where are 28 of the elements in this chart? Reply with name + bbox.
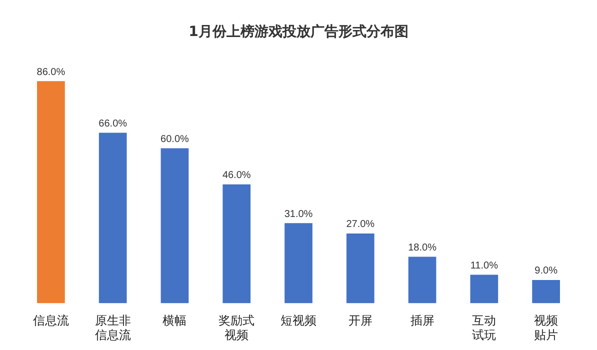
data-label: 11.0% bbox=[470, 260, 498, 272]
bar bbox=[160, 148, 189, 304]
bar bbox=[284, 223, 312, 304]
x-tick-label: 奖励式视频 bbox=[218, 314, 255, 342]
bar bbox=[470, 274, 498, 304]
bar bbox=[222, 184, 251, 304]
data-label: 66.0% bbox=[98, 118, 128, 130]
bar bbox=[408, 256, 436, 304]
data-label: 46.0% bbox=[222, 170, 251, 182]
x-tick-label: 开屏 bbox=[348, 314, 372, 328]
data-label: 18.0% bbox=[408, 242, 437, 254]
x-tick-label: 原生非信息流 bbox=[94, 314, 131, 342]
x-tick-label: 信息流 bbox=[32, 314, 69, 328]
chart-title: 1月份上榜游戏投放广告形式分布图 bbox=[188, 23, 408, 40]
bar bbox=[532, 280, 560, 304]
bar bbox=[37, 81, 65, 304]
x-tick-label: 互动试玩 bbox=[472, 314, 496, 342]
bar bbox=[346, 233, 374, 304]
data-label: 86.0% bbox=[36, 66, 66, 78]
x-tick-label: 横幅 bbox=[162, 314, 187, 328]
x-tick-label: 视频贴片 bbox=[534, 314, 558, 342]
data-label: 27.0% bbox=[346, 219, 375, 230]
bar bbox=[98, 132, 127, 304]
x-tick-label: 短视频 bbox=[280, 314, 316, 328]
x-tick-label: 插屏 bbox=[410, 314, 434, 328]
data-label: 9.0% bbox=[534, 266, 558, 277]
data-label: 60.0% bbox=[160, 134, 190, 146]
data-label: 31.0% bbox=[284, 208, 313, 220]
